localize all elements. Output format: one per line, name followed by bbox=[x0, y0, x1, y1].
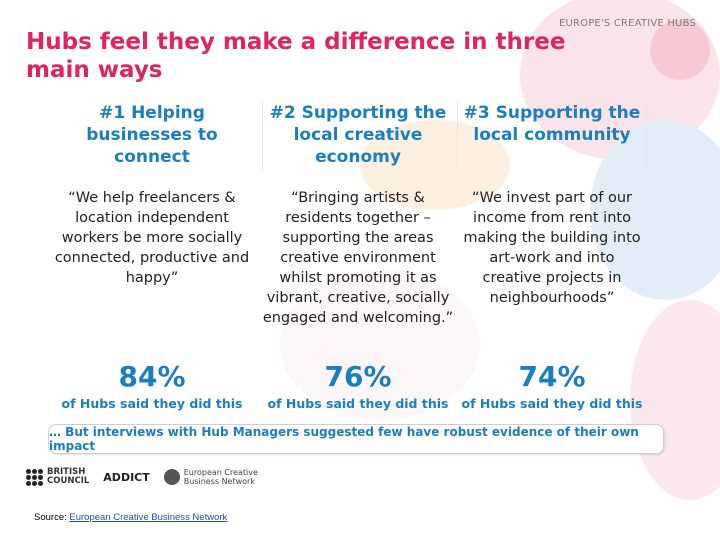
column-percent: 76% bbox=[324, 360, 392, 393]
decor-circle bbox=[650, 20, 710, 80]
column-percent: 84% bbox=[118, 360, 186, 393]
british-council-logo: BRITISH COUNCIL bbox=[26, 468, 89, 486]
column-creative-economy: #2 Supporting the local creative economy… bbox=[262, 102, 454, 411]
column-quote: “Bringing artists & residents together –… bbox=[262, 190, 454, 326]
column-quote: “We help freelancers & location independ… bbox=[54, 190, 250, 286]
partner-logos: BRITISH COUNCIL ADDICT European Creative… bbox=[26, 465, 258, 489]
source-note: Source: European Creative Business Netwo… bbox=[34, 512, 227, 523]
column-heading: #2 Supporting the local creative economy bbox=[269, 103, 447, 167]
decor-circle bbox=[590, 120, 720, 300]
column-divider bbox=[457, 100, 458, 170]
column-percent-label: of Hubs said they did this bbox=[267, 396, 449, 411]
footnote-text: … But interviews with Hub Managers sugge… bbox=[49, 425, 639, 453]
column-heading: #3 Supporting the local community bbox=[463, 103, 641, 145]
decor-circle bbox=[280, 270, 480, 420]
logo-text: European Creative bbox=[183, 468, 258, 477]
column-helping-businesses: #1 Helping businesses to connect “We hel… bbox=[46, 102, 258, 411]
slide-title: Hubs feel they make a difference in thre… bbox=[26, 29, 566, 83]
ecbn-logo: European Creative Business Network bbox=[163, 468, 258, 486]
logo-text: Business Network bbox=[183, 477, 255, 486]
column-quote: “We invest part of our income from rent … bbox=[463, 190, 641, 306]
column-heading: #1 Helping businesses to connect bbox=[86, 103, 218, 167]
column-divider bbox=[262, 100, 263, 170]
decor-circle bbox=[630, 300, 720, 500]
column-percent-label: of Hubs said they did this bbox=[461, 396, 643, 411]
dots-icon bbox=[26, 468, 43, 486]
addict-logo: ADDICT bbox=[103, 470, 150, 484]
source-link[interactable]: European Creative Business Network bbox=[69, 512, 228, 523]
column-percent-label: of Hubs said they did this bbox=[61, 396, 243, 411]
logo-text: ADDICT bbox=[103, 470, 150, 484]
logo-text: BRITISH bbox=[47, 467, 86, 477]
ecbn-mark-icon bbox=[163, 469, 180, 485]
source-prefix: Source: bbox=[34, 512, 70, 523]
decor-circle bbox=[360, 120, 510, 210]
logo-text: COUNCIL bbox=[47, 476, 90, 486]
brand-label: EUROPE'S CREATIVE HUBS bbox=[558, 18, 696, 29]
column-percent: 74% bbox=[518, 360, 586, 393]
footnote-box: … But interviews with Hub Managers sugge… bbox=[48, 424, 664, 454]
column-local-community: #3 Supporting the local community “We in… bbox=[458, 102, 646, 411]
column-divider bbox=[646, 100, 647, 170]
